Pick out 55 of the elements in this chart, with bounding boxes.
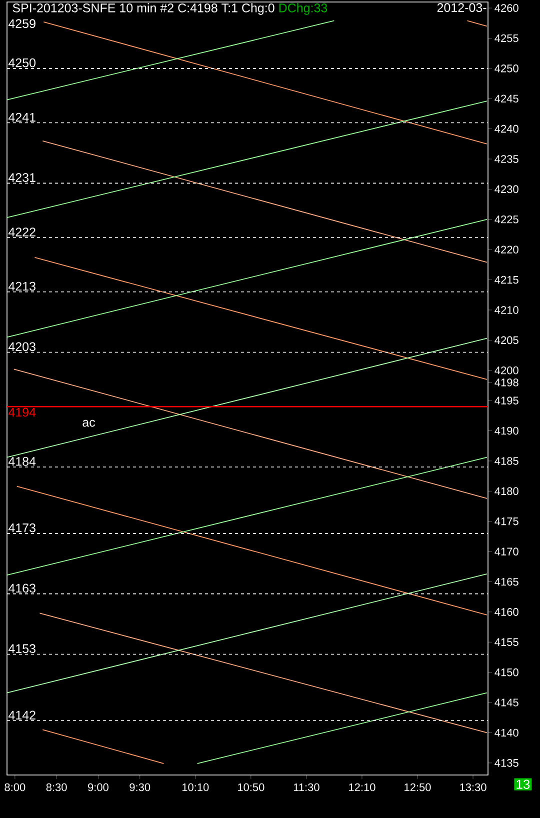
y-tick-label: 4245 [494,94,518,103]
y-tick-label: 4150 [494,668,518,676]
ref-line-label: 4173 [8,523,36,532]
ref-line-label: 4241 [8,112,36,122]
y-tick-label: 4160 [494,608,518,616]
x-tick-label: 10:50 [238,783,264,792]
ref-line-label: 4250 [8,58,36,68]
annotation: 4259 [8,19,36,28]
y-tick-label: 4250 [494,64,518,72]
chart-subtitle: DChg:33 [279,3,328,15]
y-tick-label: 4255 [494,34,518,42]
y-tick-label: 4185 [494,457,518,465]
x-tick-label: 9:30 [130,783,150,792]
y-tick-label: 4175 [494,518,518,526]
y-tick-label: 4180 [494,487,518,496]
ref-line-label: 4194 [8,408,36,417]
annotation: ac [82,420,96,427]
ref-line-label: 4222 [8,228,36,236]
y-tick-label: 4165 [494,578,518,586]
x-tick-label: 8:00 [4,783,26,792]
y-tick-label: 4198 [494,378,518,386]
y-tick-label: 4145 [494,698,518,706]
ref-line-label: 4142 [8,710,36,720]
ref-line-label: 4213 [8,282,36,291]
ref-line-label: 4163 [8,584,36,593]
y-tick-label: 4225 [494,216,518,224]
ref-line-label: 4184 [8,456,36,466]
x-tick-label: 12:10 [349,783,376,792]
ref-line-label: 4231 [8,173,36,182]
y-tick-label: 4240 [494,124,518,133]
x-tick-label: 10:10 [182,783,209,792]
y-tick-label: 4195 [494,396,518,404]
x-tick-label: 13:30 [460,783,486,792]
y-tick-label: 4200 [494,366,518,374]
x-tick-label: 12:50 [404,783,431,792]
text: 13 [516,780,530,789]
y-tick-label: 4190 [494,426,518,435]
y-tick-label: 4210 [494,306,518,314]
x-tick-label: 8:30 [46,783,67,792]
y-tick-label: 4155 [494,638,518,646]
y-tick-label: 4135 [494,759,518,767]
x-tick-label: 11:30 [294,783,320,792]
ref-line-label: 4203 [8,342,36,352]
y-tick-label: 4215 [494,276,518,284]
y-tick-label: 4235 [494,155,518,163]
y-tick-label: 4260 [494,4,518,12]
chart-title: SPI-201203-SNFE 10 min #2 C:4198 T:1 Chg:0 [12,3,274,15]
ref-line-label: 4153 [8,644,36,654]
y-tick-label: 4140 [494,728,518,737]
y-tick-label: 4220 [494,246,518,254]
y-tick-label: 4205 [494,336,518,344]
y-tick-label: 4170 [494,548,518,556]
y-tick-label: 4230 [494,185,518,194]
annotation: 2012-03- [437,3,486,12]
x-tick-label: 9:00 [88,783,108,792]
